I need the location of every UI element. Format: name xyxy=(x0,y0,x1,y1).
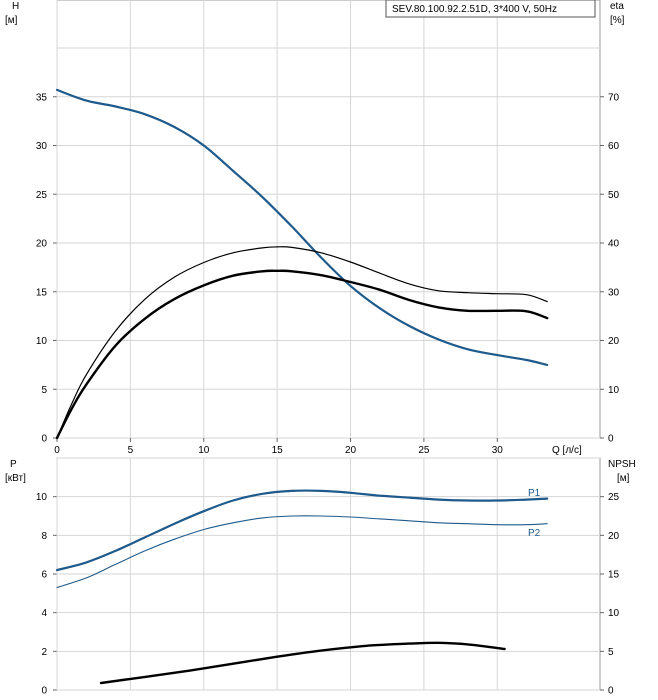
bottom-ytick-5: 10 xyxy=(36,492,48,503)
top-y2tick-4: 40 xyxy=(608,239,620,250)
legend-text: SEV.80.100.92.2.51D, 3*400 V, 50Hz xyxy=(392,4,557,15)
series-label-p2: P2 xyxy=(528,528,541,539)
bottom-panel-series xyxy=(55,489,549,685)
bottom-left-axis-unit: [кВт] xyxy=(5,473,26,484)
top-series-2-line xyxy=(55,269,549,440)
top-xtick-2: 10 xyxy=(198,445,210,456)
top-y2tick-0: 0 xyxy=(608,434,614,445)
bottom-ytick-2: 4 xyxy=(41,608,47,619)
bottom-ytick-0: 0 xyxy=(41,686,47,697)
bottom-y2tick-3: 15 xyxy=(608,570,620,581)
top-y2tick-1: 10 xyxy=(608,385,620,396)
bottom-y2tick-2: 10 xyxy=(608,608,620,619)
legend-box xyxy=(385,0,596,18)
bottom-y2tick-1: 5 xyxy=(608,647,614,658)
top-ytick-3: 15 xyxy=(36,287,48,298)
top-y2tick-3: 30 xyxy=(608,287,620,298)
top-xtick-1: 5 xyxy=(128,445,134,456)
bottom-ytick-4: 8 xyxy=(41,531,47,542)
bottom-ytick-3: 6 xyxy=(41,570,47,581)
x-axis-label: Q [л/с] xyxy=(552,445,582,456)
bottom-right-axis-title: NPSH xyxy=(608,459,636,470)
top-ytick-6: 30 xyxy=(36,141,48,152)
top-left-axis-title: H xyxy=(12,1,19,12)
top-xtick-0: 0 xyxy=(54,445,60,456)
bottom-ytick-1: 2 xyxy=(41,647,47,658)
top-xtick-4: 20 xyxy=(345,445,357,456)
top-xtick-6: 30 xyxy=(492,445,504,456)
bottom-y2tick-0: 0 xyxy=(608,686,614,697)
top-xtick-3: 15 xyxy=(272,445,284,456)
top-y2tick-7: 70 xyxy=(608,92,620,103)
top-ytick-1: 5 xyxy=(41,385,47,396)
bottom-series-p2-line xyxy=(56,515,548,589)
top-xtick-5: 25 xyxy=(418,445,430,456)
top-ytick-0: 0 xyxy=(41,434,47,445)
top-frame xyxy=(56,0,601,439)
top-y2tick-5: 50 xyxy=(608,190,620,201)
top-right-axis-title: eta xyxy=(610,1,624,12)
bottom-y2tick-4: 20 xyxy=(608,531,620,542)
top-right-axis-unit: [%] xyxy=(610,15,625,26)
top-y2tick-6: 60 xyxy=(608,141,620,152)
bottom-left-axis-title: P xyxy=(10,459,17,470)
bottom-y2tick-5: 25 xyxy=(608,492,620,503)
top-series-1-line xyxy=(56,246,548,439)
top-left-axis-unit: [м] xyxy=(5,15,18,26)
bottom-panel-grid xyxy=(53,457,604,691)
bottom-series-2-line xyxy=(99,641,506,685)
top-panel-series xyxy=(55,88,549,440)
top-ytick-4: 20 xyxy=(36,239,48,250)
top-series-0-line xyxy=(55,88,549,366)
bottom-right-axis-unit: [м] xyxy=(617,473,630,484)
bottom-series-p1-line xyxy=(55,489,549,572)
top-ytick-7: 35 xyxy=(36,92,48,103)
series-label-p1: P1 xyxy=(528,488,541,499)
top-panel-grid xyxy=(53,0,604,442)
top-y2tick-2: 20 xyxy=(608,336,620,347)
top-ytick-5: 25 xyxy=(36,190,48,201)
top-ytick-2: 10 xyxy=(36,336,48,347)
legend: SEV.80.100.92.2.51D, 3*400 V, 50Hz xyxy=(385,0,596,18)
